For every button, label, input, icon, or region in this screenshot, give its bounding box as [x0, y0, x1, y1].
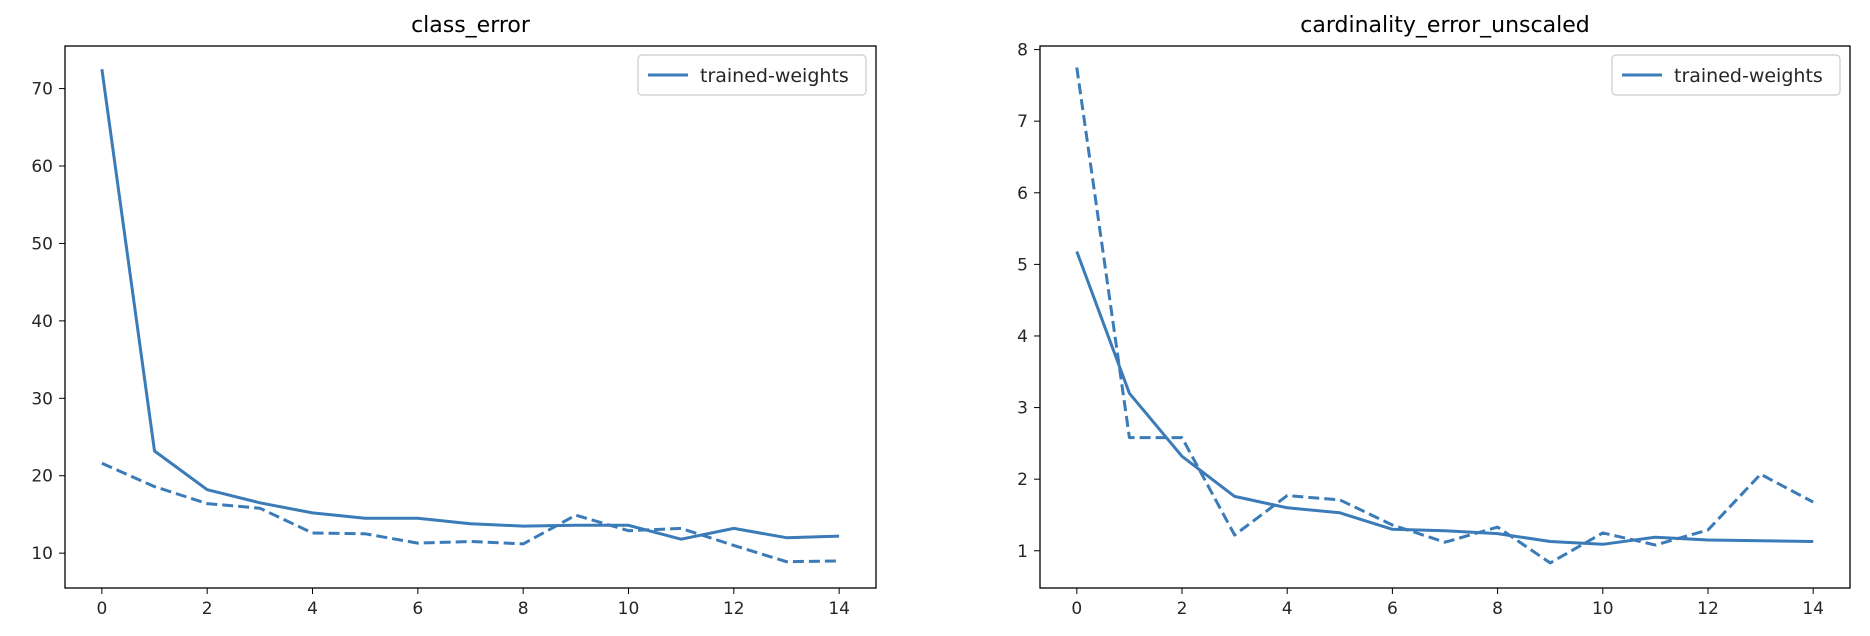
- chart-cardinality-error-unscaled: cardinality_error_unscaled 0 2 4 6 8 10 12 1412…: [1017, 13, 1851, 619]
- series-line-trained-weights: [100, 68, 840, 541]
- y-tick-label: 6: [1017, 184, 1028, 204]
- y-tick-label: 4: [1017, 327, 1028, 347]
- series-line-dashed: [101, 461, 840, 564]
- y-tick-label: 30: [31, 389, 53, 409]
- x-tick-label: 14: [828, 599, 850, 619]
- y-tick-label: 1: [1017, 542, 1028, 562]
- x-tick-label: 0: [96, 599, 107, 619]
- x-tick-label: 0: [1071, 599, 1082, 619]
- axes-frame: [64, 45, 877, 589]
- x-tick-label: 2: [1177, 599, 1188, 619]
- y-tick-label: 20: [31, 467, 53, 487]
- y-tick-label: 50: [31, 234, 53, 254]
- x-tick-label: 4: [307, 599, 318, 619]
- x-tick-label: 10: [618, 599, 640, 619]
- chart-class-error: class_error 0 2 4 6 8 10 12 14 10 20 30 40 50 60 70 tra…: [31, 13, 877, 619]
- x-tick-label: 6: [1387, 599, 1398, 619]
- legend-label: trained-weights: [700, 65, 849, 87]
- chart-title: class_error: [411, 13, 531, 38]
- legend: trained-weights: [1611, 54, 1841, 96]
- x-tick-label: 14: [1802, 599, 1824, 619]
- x-tick-label: 8: [518, 599, 529, 619]
- legend-label: trained-weights: [1674, 65, 1823, 87]
- y-tick-label: 40: [31, 312, 53, 332]
- y-tick-label: 60: [31, 157, 53, 177]
- y-tick-label: 8: [1017, 41, 1028, 61]
- axes-frame: [1039, 45, 1851, 589]
- y-tick-label: 10: [31, 544, 53, 564]
- x-tick-label: 12: [1697, 599, 1719, 619]
- series-line-trained-weights: [1075, 250, 1814, 546]
- y-tick-label: 3: [1017, 399, 1028, 419]
- chart-title: cardinality_error_unscaled: [1300, 13, 1589, 38]
- y-tick-label: 5: [1017, 255, 1028, 275]
- x-tick-label: 6: [412, 599, 423, 619]
- y-tick-label: 2: [1017, 470, 1028, 490]
- y-tick-label: 70: [31, 80, 53, 100]
- legend: trained-weights: [637, 54, 867, 96]
- x-tick-label: 2: [202, 599, 213, 619]
- x-tick-label: 12: [723, 599, 745, 619]
- y-tick-label: 7: [1017, 112, 1028, 132]
- x-tick-label: 4: [1282, 599, 1293, 619]
- legend-box: [1611, 54, 1841, 96]
- x-tick-label: 8: [1492, 599, 1503, 619]
- x-tick-label: 10: [1592, 599, 1614, 619]
- series-line-dashed: [1075, 67, 1814, 565]
- legend-box: [637, 54, 867, 96]
